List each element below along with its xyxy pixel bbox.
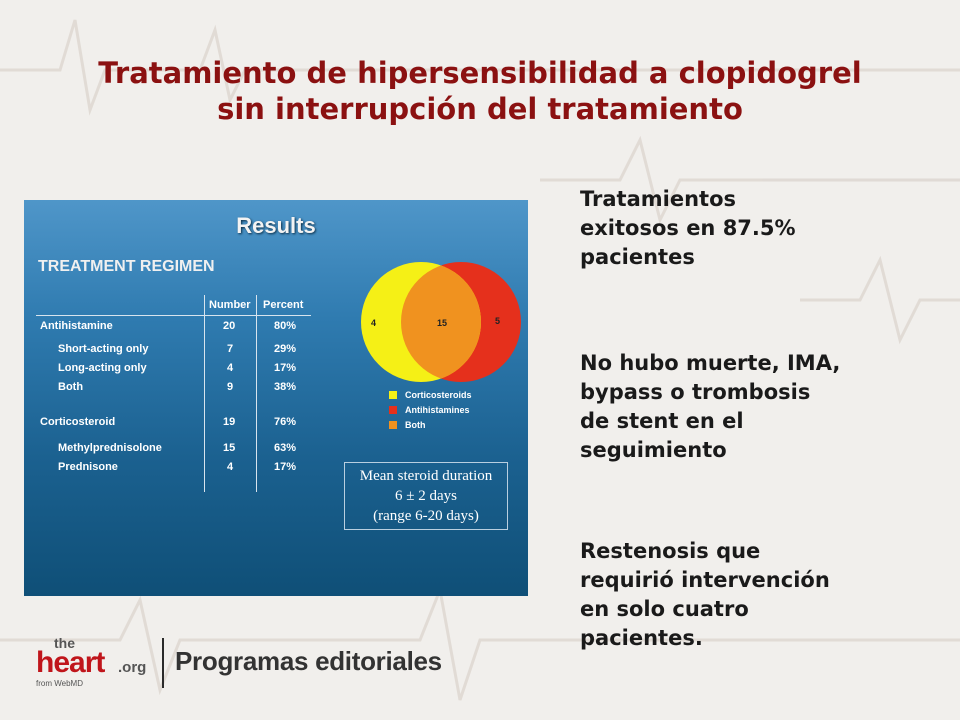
table-row-label: Methylprednisolone	[58, 442, 162, 454]
table-row-number: 4	[227, 362, 234, 374]
number-header: Number	[209, 299, 251, 311]
table-column-divider	[256, 295, 257, 492]
programas-editoriales: Programas editoriales	[175, 646, 442, 676]
legend-item: Both	[389, 418, 472, 432]
venn-diagram: 4 15 5	[361, 262, 521, 382]
finding-safety: No hubo muerte, IMA, bypass o trombosis …	[580, 349, 940, 465]
finding-line: Tratamientos	[580, 187, 736, 211]
table-row-percent: 29%	[274, 343, 297, 355]
logo-heart: heart	[36, 646, 105, 679]
table-row-number: 19	[223, 416, 236, 428]
logo-org: .org	[118, 659, 146, 676]
steroid-duration-box: Mean steroid duration 6 ± 2 days (range …	[344, 462, 508, 530]
slide-title-line-2: sin interrupción del tratamiento	[217, 92, 743, 126]
legend-item: Antihistamines	[389, 403, 472, 417]
table-row-number: 4	[227, 461, 234, 473]
table-row-number: 7	[227, 343, 234, 355]
legend-label: Corticosteroids	[405, 390, 472, 400]
table-row-label: Corticosteroid	[40, 416, 116, 428]
finding-restenosis: Restenosis que requirió intervención en …	[580, 537, 940, 653]
slide-title-line-1: Tratamiento de hipersensibilidad a clopi…	[98, 56, 862, 90]
legend-swatch	[389, 421, 397, 429]
duration-line-2: 6 ± 2 days	[395, 488, 457, 504]
duration-line-1: Mean steroid duration	[359, 468, 493, 484]
table-row-label: Short-acting only	[58, 343, 149, 355]
finding-line: Restenosis que	[580, 539, 761, 563]
table-row-percent: 17%	[274, 362, 297, 374]
duration-line-3: (range 6-20 days)	[373, 508, 479, 524]
table-row-percent: 80%	[274, 320, 297, 332]
venn-overlap	[401, 262, 481, 382]
table-row-percent: 17%	[274, 461, 297, 473]
finding-success: Tratamientos exitosos en 87.5% pacientes	[580, 185, 940, 272]
legend-label: Antihistamines	[405, 405, 470, 415]
table-row-number: 20	[223, 320, 236, 332]
venn-overlap-value: 15	[437, 318, 447, 328]
finding-line: de stent en el	[580, 409, 744, 433]
legend-swatch	[389, 406, 397, 414]
finding-line: exitosos en 87.5%	[580, 216, 796, 240]
percent-header: Percent	[263, 299, 304, 311]
table-column-divider	[204, 295, 205, 492]
finding-line: requirió intervención	[580, 568, 830, 592]
treatment-regimen-heading: TREATMENT REGIMEN	[38, 258, 215, 275]
results-panel: Results TREATMENT REGIMEN Number Percent…	[24, 200, 528, 596]
table-row-number: 15	[223, 442, 236, 454]
footer-divider	[162, 638, 164, 688]
slide-title: Tratamiento de hipersensibilidad a clopi…	[40, 55, 920, 127]
table-row-label: Long-acting only	[58, 362, 147, 374]
table-row-percent: 38%	[274, 381, 297, 393]
theheart-logo: the heart .org from WebMD	[36, 635, 146, 688]
venn-right-value: 5	[495, 316, 500, 326]
finding-line: seguimiento	[580, 438, 727, 462]
venn-left-value: 4	[371, 318, 376, 328]
table-header-underline	[36, 315, 311, 316]
legend-label: Both	[405, 420, 426, 430]
finding-line: pacientes.	[580, 626, 703, 650]
finding-line: No hubo muerte, IMA,	[580, 351, 841, 375]
table-row-percent: 63%	[274, 442, 297, 454]
legend-swatch	[389, 391, 397, 399]
legend-item: Corticosteroids	[389, 388, 472, 402]
table-row-label: Both	[58, 381, 84, 393]
finding-line: en solo cuatro	[580, 597, 749, 621]
finding-line: bypass o trombosis	[580, 380, 811, 404]
table-row-label: Prednisone	[58, 461, 118, 473]
results-title: Results	[236, 213, 316, 238]
finding-line: pacientes	[580, 245, 695, 269]
logo-the: the	[54, 635, 75, 651]
logo-from: from WebMD	[36, 679, 83, 688]
table-row-number: 9	[227, 381, 234, 393]
table-row-label: Antihistamine	[40, 320, 113, 332]
table-row-percent: 76%	[274, 416, 297, 428]
venn-legend: Corticosteroids Antihistamines Both	[389, 388, 472, 433]
